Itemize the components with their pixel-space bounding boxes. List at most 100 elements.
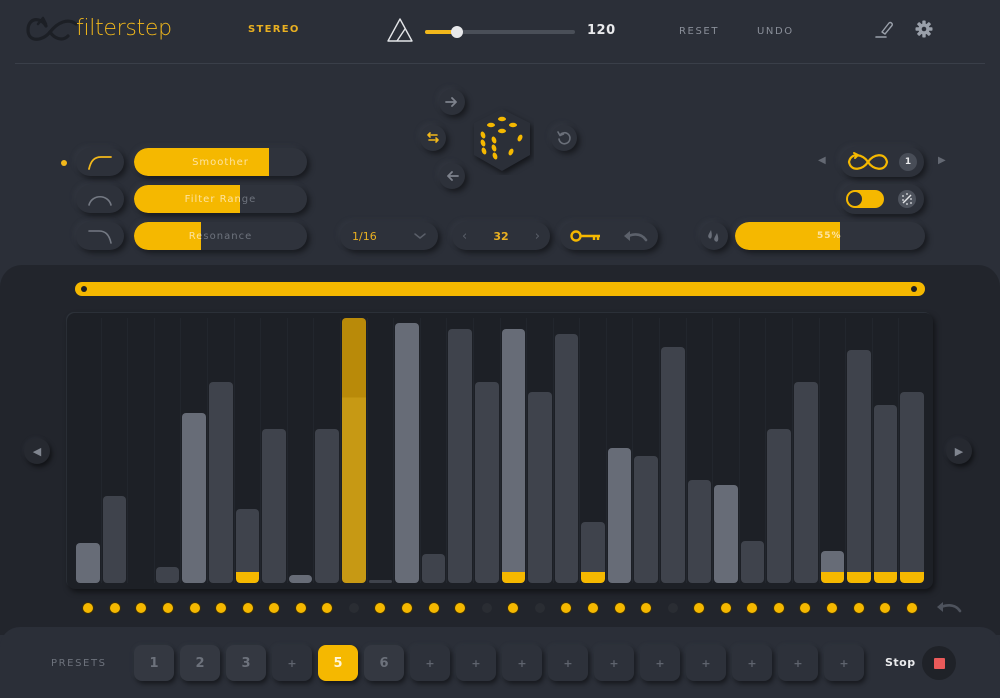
step-range-slider[interactable] (75, 282, 925, 296)
add-preset-button[interactable]: + (824, 645, 864, 681)
step-column[interactable] (288, 318, 315, 583)
stop-button[interactable] (922, 646, 956, 680)
step-toggle-dot[interactable] (880, 603, 891, 613)
step-column[interactable] (660, 318, 687, 583)
preset-button[interactable]: 6 (364, 645, 404, 681)
step-column[interactable] (527, 318, 554, 583)
step-bar[interactable] (634, 455, 659, 583)
step-bar[interactable] (820, 551, 845, 583)
step-toggle-dot[interactable] (322, 603, 333, 613)
add-preset-button[interactable]: + (272, 645, 312, 681)
add-preset-button[interactable]: + (594, 645, 634, 681)
step-bar[interactable] (501, 328, 526, 583)
step-column[interactable] (155, 318, 182, 583)
step-column[interactable] (713, 318, 740, 583)
step-toggle-dot[interactable] (375, 603, 386, 613)
reset-random-button[interactable] (551, 125, 577, 151)
add-preset-button[interactable]: + (640, 645, 680, 681)
step-column[interactable] (261, 318, 288, 583)
step-bar[interactable] (368, 580, 393, 583)
step-toggle-dot[interactable] (720, 603, 731, 613)
step-bar[interactable] (262, 429, 286, 583)
step-toggle-dot[interactable] (773, 603, 784, 613)
step-column[interactable] (501, 318, 528, 583)
step-bar[interactable] (474, 381, 499, 583)
swap-button[interactable] (420, 125, 446, 151)
division-select[interactable]: 1/16 (340, 222, 438, 250)
smoother-slider[interactable]: Smoother Smoother (134, 148, 307, 176)
step-bar[interactable] (235, 508, 260, 583)
step-column[interactable] (128, 318, 155, 583)
loop-next-button[interactable]: ▶ (938, 155, 946, 166)
step-column[interactable] (421, 318, 448, 583)
tempo-slider[interactable] (425, 26, 575, 38)
step-toggle-dot[interactable] (216, 603, 227, 613)
step-column[interactable] (793, 318, 820, 583)
step-bar-playing[interactable] (341, 318, 366, 583)
add-preset-button[interactable]: + (686, 645, 726, 681)
bandpass-curve-button[interactable] (76, 185, 124, 213)
filter-range-slider[interactable]: Filter Range Filter Range (134, 185, 307, 213)
step-bar[interactable] (714, 484, 738, 583)
mix-slider[interactable]: 55% (735, 222, 925, 250)
dots-undo-button[interactable] (934, 599, 962, 615)
page-prev-button[interactable]: ◀ (24, 438, 50, 464)
step-column[interactable] (687, 318, 714, 583)
step-column[interactable] (554, 318, 581, 583)
preset-button[interactable]: 2 (180, 645, 220, 681)
step-column[interactable] (820, 318, 847, 583)
step-bar[interactable] (421, 553, 446, 583)
step-toggle-dot[interactable] (614, 603, 625, 613)
step-toggle-dot[interactable] (83, 603, 94, 613)
page-next-button[interactable]: ▶ (946, 438, 972, 464)
step-toggle-dot[interactable] (853, 603, 864, 613)
step-column[interactable] (181, 318, 208, 583)
step-bar[interactable] (288, 575, 313, 583)
step-bar[interactable] (102, 495, 127, 583)
preset-button[interactable]: 5 (318, 645, 358, 681)
step-column[interactable] (75, 318, 102, 583)
step-column[interactable] (766, 318, 794, 583)
key-icon[interactable] (570, 229, 602, 243)
step-toggle-dot[interactable] (800, 603, 811, 613)
gear-icon[interactable] (913, 18, 935, 40)
preset-button[interactable]: 3 (226, 645, 266, 681)
step-toggle-dot[interactable] (109, 603, 120, 613)
step-bar[interactable] (740, 540, 765, 583)
step-toggle-dot[interactable] (189, 603, 200, 613)
step-column[interactable] (368, 318, 395, 583)
step-toggle-dot[interactable] (747, 603, 758, 613)
random-dice-icon[interactable] (898, 190, 916, 208)
step-toggle-dot[interactable] (641, 603, 652, 613)
reset-button[interactable]: RESET (679, 26, 720, 37)
add-preset-button[interactable]: + (778, 645, 818, 681)
toggle-switch[interactable] (846, 190, 884, 208)
shift-left-button[interactable] (439, 163, 465, 189)
step-toggle-dot[interactable] (561, 603, 572, 613)
step-toggle-dot[interactable] (428, 603, 439, 613)
step-bar[interactable] (155, 567, 180, 583)
step-bar[interactable] (687, 479, 712, 583)
step-toggle-dot[interactable] (534, 603, 545, 613)
step-column[interactable] (102, 318, 129, 583)
step-column[interactable] (394, 318, 421, 583)
step-toggle-dot[interactable] (402, 603, 413, 613)
step-column[interactable] (341, 318, 368, 583)
step-toggle-dot[interactable] (906, 603, 917, 613)
steps-decrement-button[interactable]: ‹ (462, 228, 468, 244)
preset-button[interactable]: 1 (134, 645, 174, 681)
resonance-slider[interactable]: Resonance Resonance (134, 222, 307, 250)
step-bar[interactable] (767, 429, 792, 583)
undo-button[interactable]: UNDO (757, 26, 794, 37)
step-toggle-dot[interactable] (667, 603, 678, 613)
step-column[interactable] (607, 318, 634, 583)
step-toggle-dot[interactable] (481, 603, 492, 613)
range-end-handle[interactable] (911, 286, 917, 292)
add-preset-button[interactable]: + (502, 645, 542, 681)
step-toggle-dot[interactable] (136, 603, 147, 613)
add-preset-button[interactable]: + (732, 645, 772, 681)
step-bar[interactable] (581, 522, 605, 583)
step-bar[interactable] (661, 347, 685, 583)
step-bar[interactable] (900, 392, 924, 583)
step-column[interactable] (208, 318, 235, 583)
